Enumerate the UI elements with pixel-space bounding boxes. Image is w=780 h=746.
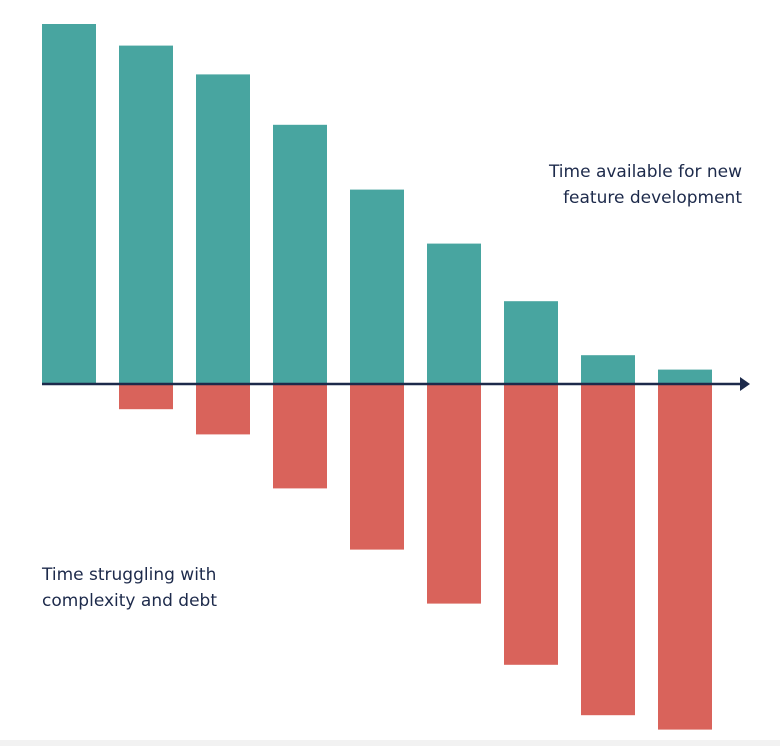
feature-time-bar-3 [196,74,250,385]
debt-time-bar-7 [504,384,558,665]
feature-time-bar-8 [581,355,635,384]
x-axis-arrow-icon [740,377,750,391]
feature-time-bar-9 [658,369,712,384]
feature-time-bar-1 [42,24,96,384]
positive-annotation-line1: Time available for new [548,162,742,182]
feature-time-bar-5 [350,189,404,384]
debt-time-bar-9 [658,384,712,730]
debt-time-bar-3 [196,384,250,435]
feature-time-bar-7 [504,301,558,384]
feature-time-bar-6 [427,243,481,384]
bottom-strip [0,740,780,746]
negative-annotation-line1: Time struggling with [42,565,217,585]
negative-annotation-line2: complexity and debt [42,591,217,611]
feature-time-bar-2 [119,45,173,384]
negative-series-annotation: Time struggling with complexity and debt [42,562,217,614]
debt-time-bar-6 [427,384,481,604]
feature-time-bar-4 [273,124,327,385]
positive-annotation-line2: feature development [563,188,742,208]
positive-series-annotation: Time available for new feature developme… [549,159,742,211]
debt-time-bar-5 [350,384,404,550]
debt-time-bar-8 [581,384,635,716]
debt-time-bar-4 [273,384,327,489]
debt-time-bar-2 [119,384,173,410]
